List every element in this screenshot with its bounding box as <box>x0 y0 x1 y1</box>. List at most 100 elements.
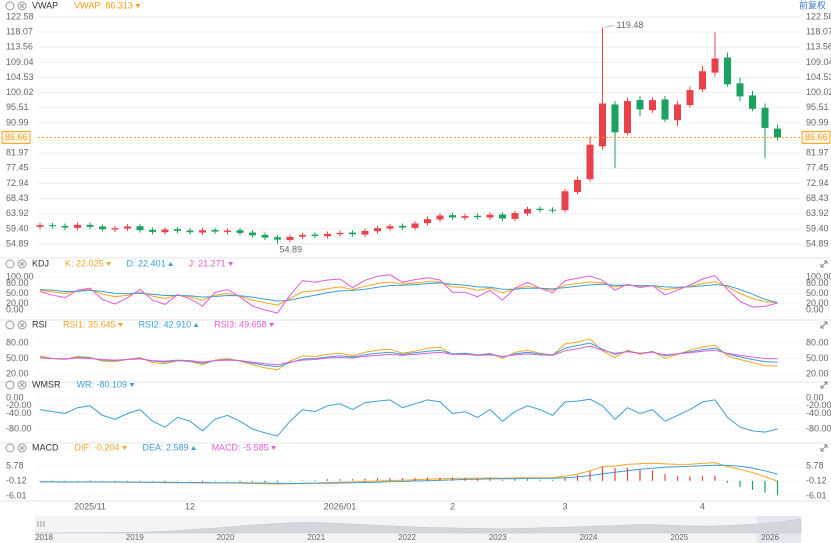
close-icon[interactable] <box>17 320 27 330</box>
settings-icon[interactable] <box>5 380 15 390</box>
navigator-year: 2024 <box>580 533 598 542</box>
close-cross <box>19 261 25 267</box>
macd-bar <box>564 477 566 481</box>
y-tick-label-left: 81.97 <box>6 148 29 158</box>
macd-bar <box>151 480 154 482</box>
macd-bar <box>626 467 629 481</box>
y-tick-label-right: 122.58 <box>806 11 831 21</box>
candle-body <box>674 104 681 121</box>
legend-label: MACD: -5.585 <box>212 442 269 452</box>
navigator-year: 2026 <box>761 533 779 542</box>
expand-icon[interactable] <box>820 444 828 452</box>
expand-icon[interactable] <box>820 321 828 329</box>
close-icon[interactable] <box>17 443 27 453</box>
close-cross <box>19 445 25 451</box>
expand-icon[interactable] <box>820 260 828 268</box>
legend-arrow <box>118 323 124 327</box>
candle-body <box>724 57 731 85</box>
indicator-line <box>40 464 778 484</box>
close-icon[interactable] <box>17 380 27 390</box>
y-tick-label-left: -0.12 <box>6 475 27 485</box>
max-annotation: 119.48 <box>617 20 644 30</box>
legend-arrow <box>228 262 234 266</box>
settings-icon[interactable] <box>5 320 15 330</box>
macd-bar <box>376 478 379 481</box>
settings-icon[interactable] <box>5 443 15 453</box>
macd-bar <box>239 480 241 482</box>
legend-arrow <box>269 323 275 327</box>
close-icon[interactable] <box>17 1 27 11</box>
macd-bar <box>576 475 579 481</box>
macd-bar <box>751 480 754 490</box>
candle-body <box>561 191 569 211</box>
expand-icon[interactable] <box>820 381 828 389</box>
y-tick-label-right: -20.00 <box>806 400 831 410</box>
candle-body <box>699 71 706 90</box>
candle-body <box>299 234 306 237</box>
macd-bar <box>189 480 191 482</box>
candle-body <box>174 229 181 231</box>
candle-body <box>686 90 694 106</box>
y-tick-label-left: 113.56 <box>6 42 33 52</box>
macd-bar <box>314 480 316 481</box>
candle-body <box>611 104 619 133</box>
macd-bar <box>64 480 66 482</box>
legend-label: DEA: 2.589 <box>143 442 189 452</box>
settings-icon[interactable] <box>5 1 15 11</box>
legend-arrow <box>191 446 197 450</box>
candle-body <box>274 237 281 240</box>
price-tag-label: 86.66 <box>805 132 828 142</box>
y-tick-label-left: 50.00 <box>6 353 29 363</box>
close-cross <box>19 322 25 328</box>
candle-body <box>399 225 406 228</box>
y-tick-label-right: 80.00 <box>806 278 829 288</box>
macd-bar <box>276 480 279 483</box>
macd-bar <box>501 479 504 481</box>
macd-bar <box>264 480 266 483</box>
candle-body <box>649 100 656 111</box>
navigator-handle[interactable] <box>37 521 45 527</box>
navigator-year: 2022 <box>398 533 416 542</box>
candle-body <box>211 229 219 232</box>
macd-bar <box>251 480 254 482</box>
macd-bar <box>639 469 641 481</box>
macd-bar <box>464 478 466 481</box>
y-tick-label-left: 59.40 <box>6 223 29 233</box>
settings-icon[interactable] <box>5 259 15 269</box>
candle-body <box>336 232 344 235</box>
candle-body <box>311 234 319 236</box>
macd-bar <box>701 476 704 481</box>
x-tick-label: 4 <box>700 501 705 511</box>
y-tick-label-right: 0.00 <box>806 304 824 314</box>
candle-body <box>186 230 194 233</box>
candle-body <box>249 232 256 236</box>
close-icon[interactable] <box>17 259 27 269</box>
y-tick-label-left: 118.07 <box>6 26 33 36</box>
legend-label: RSI1: 35.645 <box>63 319 116 329</box>
macd-bar <box>76 480 79 482</box>
legend-arrow <box>193 323 199 327</box>
adjust-button[interactable]: 前复权 <box>799 0 826 10</box>
y-tick-label-right: 90.99 <box>806 117 829 127</box>
candle-body <box>436 215 444 220</box>
candle-body <box>599 103 606 147</box>
x-tick-label: 2025/11 <box>74 501 106 511</box>
y-tick-label-left: 100.00 <box>6 271 34 281</box>
legend-label: WR: -80.109 <box>77 379 128 389</box>
y-tick-label-right: 20.00 <box>806 368 829 378</box>
candle-body <box>74 224 81 228</box>
y-tick-label-left: 0.00 <box>6 304 24 314</box>
y-tick-label-right: 100.00 <box>806 271 831 281</box>
candle-body <box>474 215 481 218</box>
macd-bar <box>51 480 54 482</box>
y-tick-label-left: -20.00 <box>6 400 32 410</box>
indicator-line <box>39 282 778 304</box>
candle-body <box>374 228 381 232</box>
y-tick-label-left: 122.58 <box>6 11 34 21</box>
macd-bar <box>714 475 716 481</box>
legend-arrow <box>106 262 112 266</box>
y-tick-label-right: -6.01 <box>806 490 827 500</box>
candle-body <box>361 230 369 235</box>
price-tag-label: 86.66 <box>5 132 28 142</box>
